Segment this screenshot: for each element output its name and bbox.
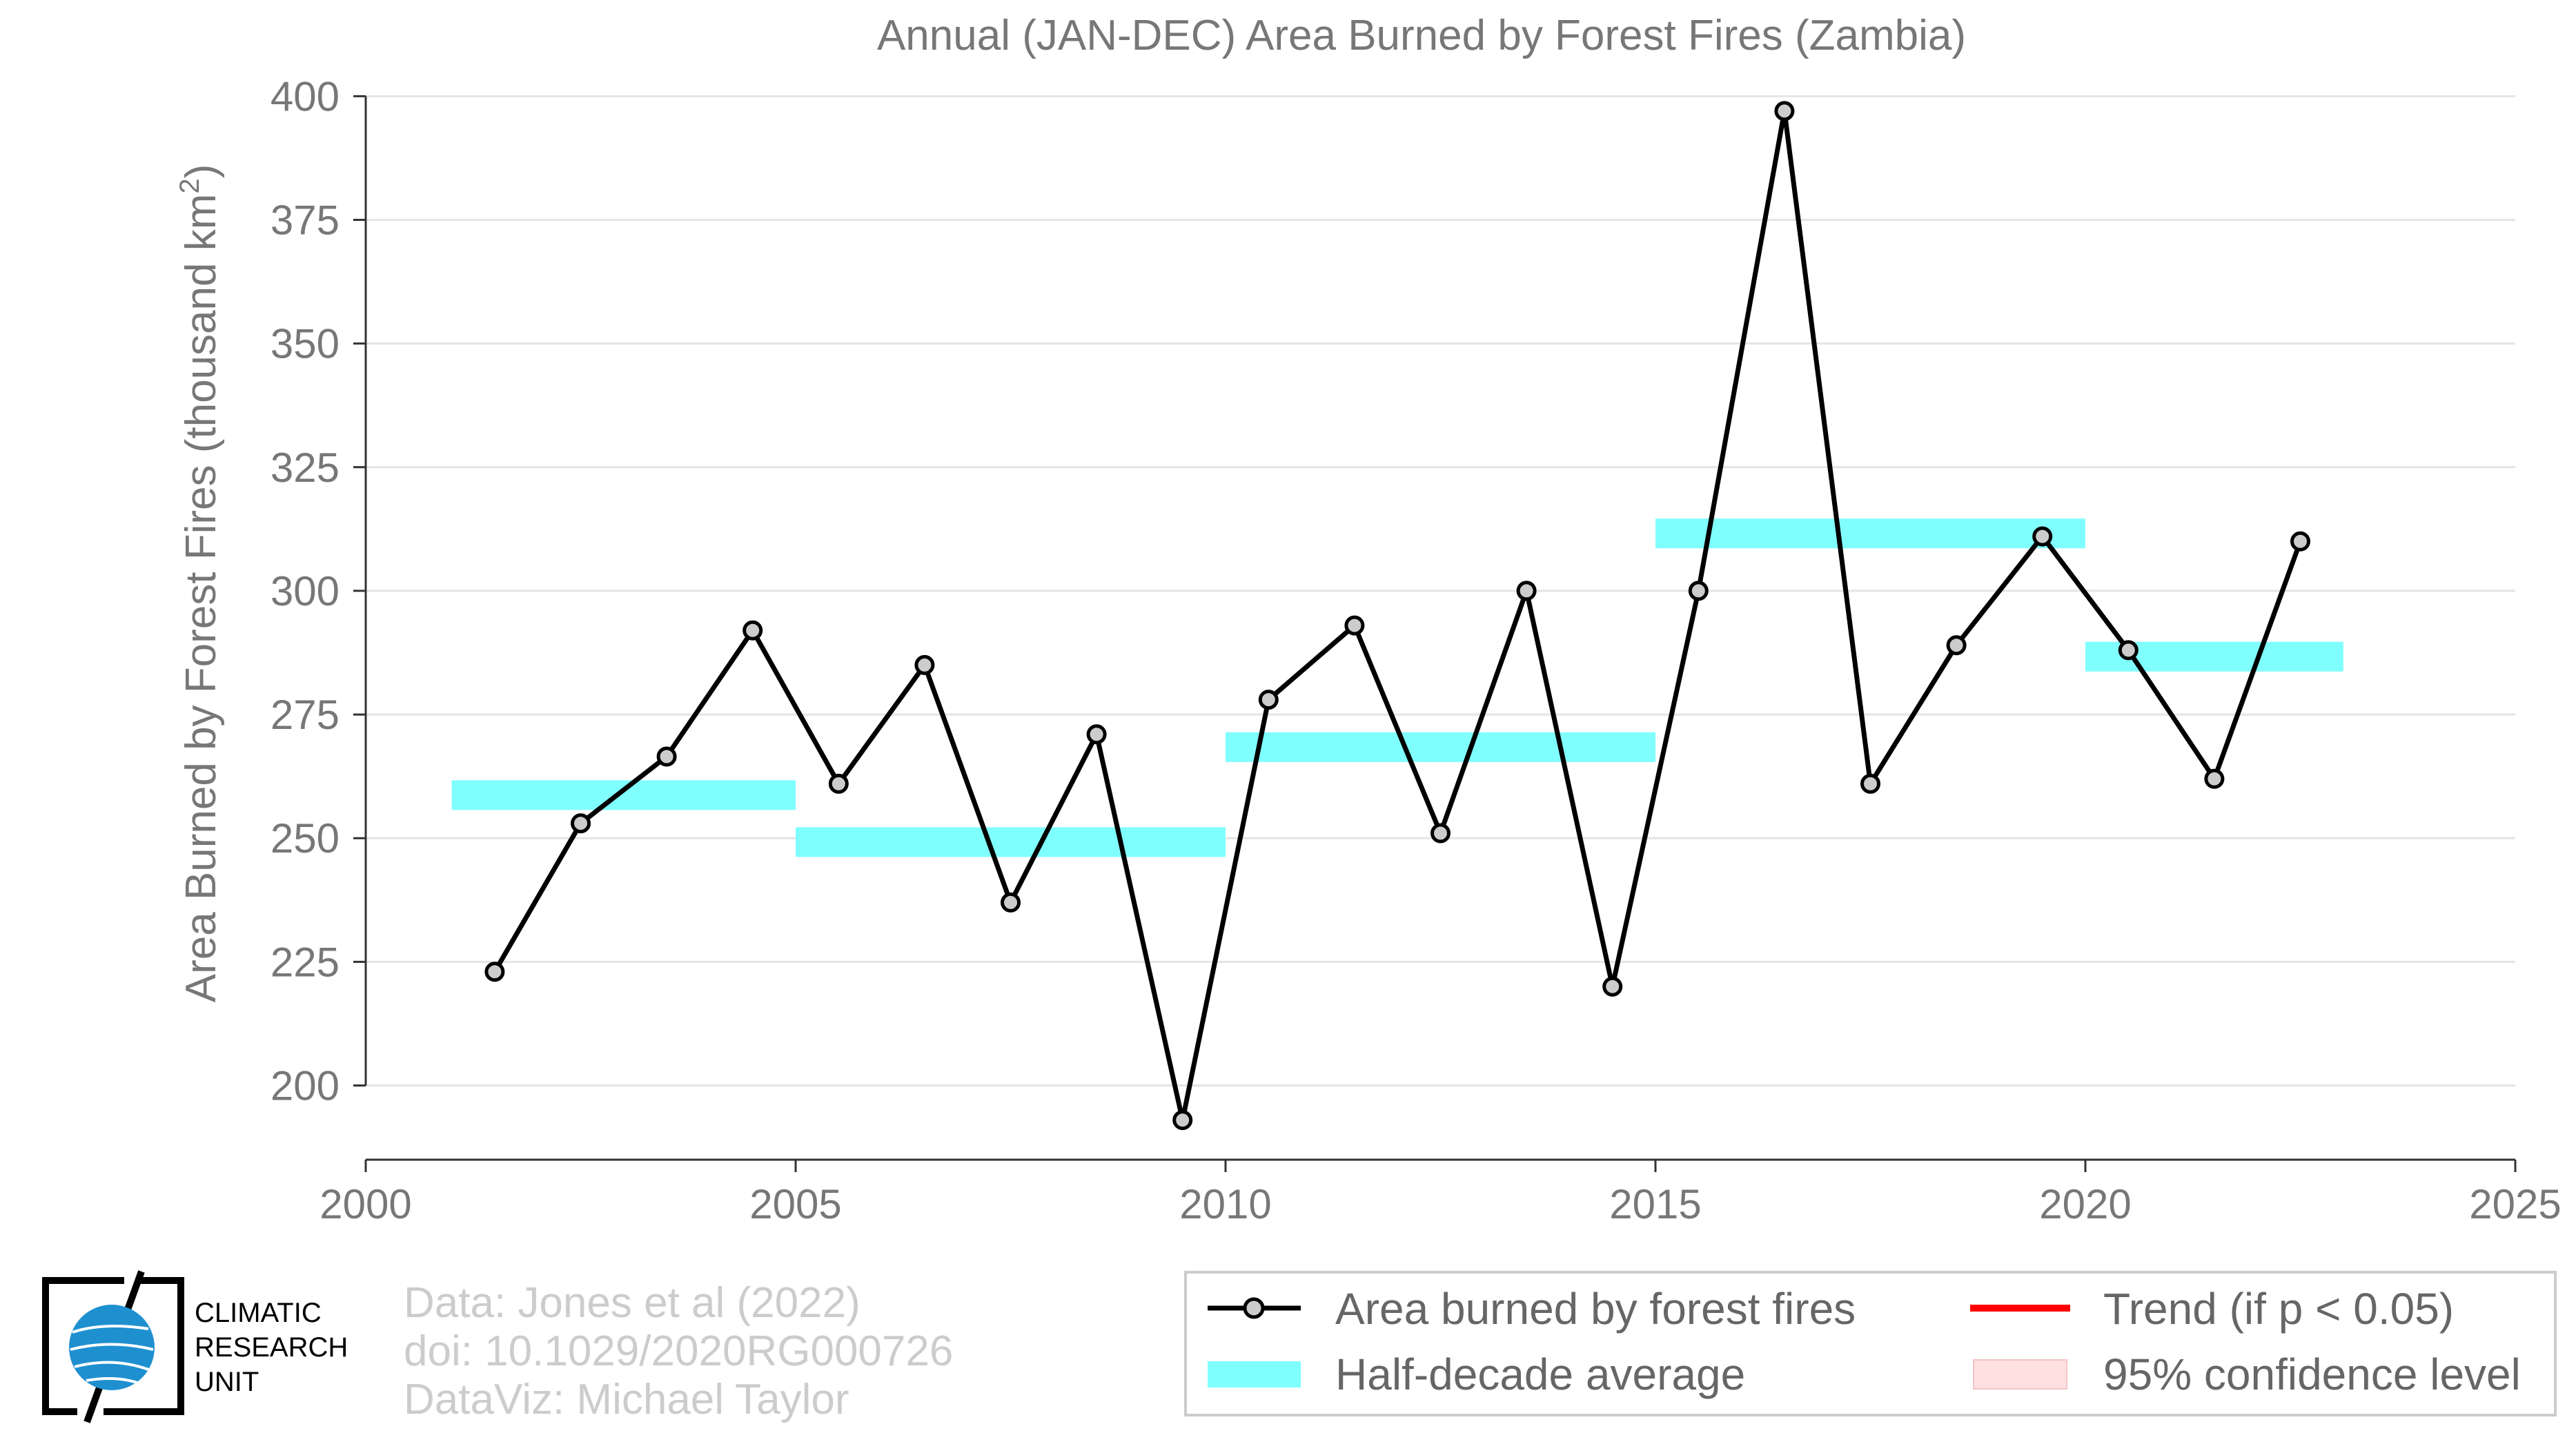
chart-title: Annual (JAN-DEC) Area Burned by Forest F… [877, 12, 1966, 59]
series-line [492, 108, 2303, 1123]
legend-label-trend: Trend (if p < 0.05) [2103, 1284, 2454, 1334]
logo-text-line-3: UNIT [195, 1367, 259, 1397]
data-point [1258, 690, 1279, 710]
legend-series-marker-icon [1243, 1297, 1265, 1319]
data-point [2290, 531, 2310, 552]
y-tick-label: 325 [271, 445, 340, 491]
data-point [1430, 823, 1451, 844]
axes: 200 225 250 275 300 325 350 375 400 2000 2005 2010 2… [271, 73, 2562, 1227]
y-axis-title-main: Area Burned by Forest Fires (thousand km [177, 194, 225, 1003]
half-decade-average-bands [451, 518, 2343, 857]
x-tick-label: 2020 [2039, 1181, 2131, 1227]
legend-label-series: Area burned by forest fires [1335, 1284, 1856, 1334]
data-point [1860, 773, 1880, 794]
credit-dataviz: DataViz: Michael Taylor [404, 1376, 849, 1423]
data-point [914, 654, 935, 675]
half-decade-average-bar [451, 780, 796, 810]
data-point [484, 962, 505, 982]
data-point [656, 746, 677, 767]
legend: Area burned by forest fires Trend (if p … [1184, 1271, 2557, 1416]
data-point [1172, 1110, 1193, 1131]
x-tick-label: 2015 [1609, 1181, 1701, 1227]
legend-half-decade-band-icon [1208, 1361, 1301, 1387]
x-tick-label: 2005 [749, 1181, 841, 1227]
data-point [2204, 768, 2225, 789]
credit-data-source: Data: Jones et al (2022) [404, 1279, 861, 1327]
data-point [1946, 635, 1967, 656]
data-point [1516, 581, 1537, 601]
half-decade-average-bar [1226, 732, 1655, 762]
data-point [2032, 526, 2053, 547]
half-decade-average-bar [796, 827, 1226, 857]
y-axis-title: Area Burned by Forest Fires (thousand km… [175, 164, 225, 1003]
y-tick-label: 400 [271, 73, 340, 119]
logo-frame-icon [42, 1277, 184, 1415]
data-point [1602, 976, 1623, 997]
legend-label-half-decade: Half-decade average [1335, 1350, 1745, 1399]
y-tick-label: 375 [271, 197, 340, 243]
data-point [743, 620, 763, 641]
legend-confidence-band-icon [1973, 1359, 2067, 1390]
y-tick-label: 225 [271, 939, 340, 985]
data-point [571, 813, 591, 834]
y-tick-label: 275 [271, 692, 340, 738]
data-point [1344, 615, 1365, 636]
data-point [828, 773, 849, 794]
logo-text-line-2: RESEARCH [195, 1332, 348, 1363]
y-tick-label: 200 [271, 1063, 340, 1109]
cru-logo: CLIMATIC RESEARCH UNIT [42, 1270, 348, 1423]
legend-box [1184, 1271, 2557, 1416]
x-tick-label: 2000 [319, 1181, 411, 1227]
data-point [1688, 581, 1709, 601]
legend-label-confidence: 95% confidence level [2103, 1350, 2521, 1399]
globe-contour-icon [70, 1325, 154, 1385]
y-axis-title-sup: 2 [175, 178, 205, 193]
logo-text-line-1: CLIMATIC [195, 1298, 322, 1328]
data-point [1774, 101, 1795, 121]
y-tick-label: 300 [271, 568, 340, 614]
y-tick-label: 350 [271, 321, 340, 367]
grid [366, 95, 2515, 1087]
series-polyline [492, 108, 2303, 1123]
y-tick-label: 250 [271, 815, 340, 861]
data-point [1086, 724, 1107, 745]
credit-doi: doi: 10.1029/2020RG000726 [404, 1327, 953, 1375]
half-decade-average-bar [1655, 518, 2085, 549]
data-point [2118, 640, 2139, 661]
x-tick-label: 2025 [2469, 1181, 2561, 1227]
x-tick-label: 2010 [1179, 1181, 1271, 1227]
y-axis-title-close: ) [177, 164, 225, 179]
series-markers [484, 101, 2310, 1131]
data-point [1001, 892, 1021, 913]
